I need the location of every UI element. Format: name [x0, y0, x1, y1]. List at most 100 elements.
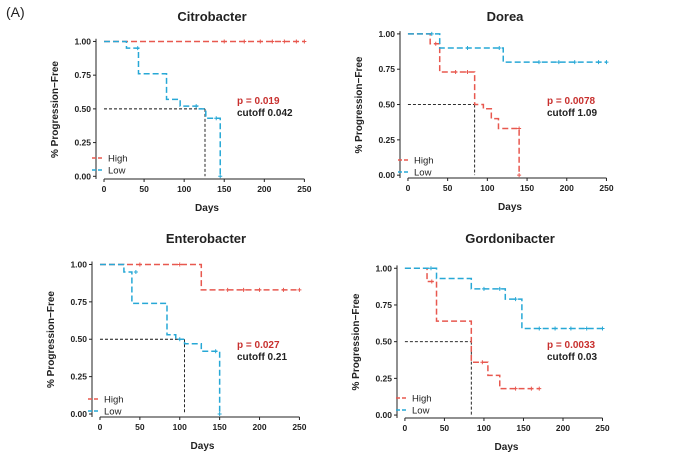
figure-panel-label: (A) — [6, 4, 25, 20]
y-axis-title: % Progression−Free — [46, 291, 57, 388]
censor-mark-high — [480, 360, 485, 365]
censor-mark-high — [222, 39, 227, 44]
censor-mark-low — [584, 326, 589, 331]
series-low-curve — [99, 263, 221, 415]
series-high-curve — [404, 267, 540, 390]
censor-mark-low — [596, 60, 601, 65]
cutoff-label: cutoff 0.21 — [237, 352, 287, 363]
censor-mark-low — [572, 60, 577, 65]
x-tick-label: 100 — [477, 423, 491, 433]
series-low-curve — [407, 33, 607, 63]
censor-mark-low — [604, 60, 609, 65]
censor-mark-low — [600, 326, 605, 331]
censor-mark-low — [217, 412, 222, 417]
censor-mark-high — [281, 287, 286, 292]
panel-citrobacter: Citrobacter 0.00 0.25 0.50 0.75 1.00 0 50 100 150… — [50, 9, 312, 214]
y-tick-label: 0.25 — [375, 373, 392, 383]
y-tick-label: 0.75 — [74, 70, 91, 80]
p-value-label: p = 0.0078 — [547, 96, 596, 107]
censor-mark-high — [294, 39, 299, 44]
legend-label-low: Low — [108, 166, 126, 177]
y-tick-label: 0.50 — [378, 100, 395, 110]
y-tick-label: 0.25 — [378, 135, 395, 145]
chart-title: Gordonibacter — [465, 231, 555, 246]
censor-mark-high — [302, 39, 307, 44]
censor-mark-high — [242, 39, 247, 44]
censor-mark-high — [453, 70, 458, 75]
x-tick-label: 200 — [252, 422, 266, 432]
censor-mark-high — [529, 386, 534, 391]
censor-mark-low — [135, 46, 140, 51]
series-high-curve — [99, 263, 300, 291]
censor-mark-low — [465, 46, 470, 51]
censor-mark-high — [177, 262, 182, 267]
y-tick-label: 1.00 — [378, 29, 395, 39]
censor-mark-high — [433, 41, 438, 46]
x-tick-label: 150 — [520, 183, 534, 193]
censor-mark-high — [465, 70, 470, 75]
chart-title: Dorea — [487, 9, 525, 24]
censor-mark-high — [513, 386, 518, 391]
censor-mark-high — [429, 279, 434, 284]
x-axis-title: Days — [195, 203, 219, 214]
x-tick-label: 0 — [406, 183, 411, 193]
x-tick-label: 250 — [292, 422, 306, 432]
y-tick-label: 0.50 — [70, 334, 87, 344]
censor-mark-high — [241, 287, 246, 292]
y-tick-label: 0.50 — [375, 337, 392, 347]
cutoff-label: cutoff 1.09 — [547, 108, 597, 119]
x-tick-label: 100 — [480, 183, 494, 193]
censor-mark-high — [270, 39, 275, 44]
cutoff-label: cutoff 0.042 — [237, 108, 293, 119]
x-tick-label: 250 — [599, 183, 613, 193]
chart-title: Citrobacter — [177, 9, 246, 24]
x-tick-label: 50 — [440, 423, 450, 433]
legend-label-high: High — [108, 154, 128, 165]
censor-mark-high — [297, 287, 302, 292]
censor-mark-low — [536, 60, 541, 65]
censor-mark-low — [556, 60, 561, 65]
censor-mark-low — [214, 116, 219, 121]
censor-mark-high — [258, 39, 263, 44]
x-axis-title: Days — [498, 202, 522, 213]
series-high-curve — [407, 33, 520, 176]
censor-mark-high — [137, 262, 142, 267]
x-axis-title: Days — [191, 441, 215, 452]
x-tick-label: 200 — [257, 184, 271, 194]
censor-mark-low — [213, 349, 218, 354]
censor-mark-low — [481, 286, 486, 291]
y-axis-title: % Progression−Free — [50, 61, 61, 158]
censor-mark-low — [568, 326, 573, 331]
censor-mark-high — [537, 386, 542, 391]
censor-mark-low — [194, 104, 199, 109]
censor-mark-high — [225, 287, 230, 292]
y-tick-label: 1.00 — [70, 259, 87, 269]
x-tick-label: 150 — [217, 184, 231, 194]
x-tick-label: 0 — [403, 423, 408, 433]
x-tick-label: 0 — [98, 422, 103, 432]
censor-mark-high — [257, 287, 262, 292]
cutoff-label: cutoff 0.03 — [547, 352, 597, 363]
legend-label-low: Low — [104, 407, 122, 418]
y-tick-label: 0.75 — [70, 297, 87, 307]
x-axis-title: Days — [495, 442, 519, 453]
censor-mark-low — [177, 337, 182, 342]
censor-mark-high — [517, 173, 522, 178]
y-tick-label: 0.00 — [375, 410, 392, 420]
y-tick-label: 1.00 — [375, 263, 392, 273]
y-tick-label: 1.00 — [74, 36, 91, 46]
censor-mark-low — [133, 269, 138, 274]
censor-mark-low — [537, 326, 542, 331]
x-tick-label: 150 — [516, 423, 530, 433]
p-value-label: p = 0.027 — [237, 340, 280, 351]
legend-label-high: High — [412, 394, 432, 405]
legend-label-high: High — [104, 395, 124, 406]
censor-mark-high — [282, 39, 287, 44]
y-tick-label: 0.75 — [375, 300, 392, 310]
x-tick-label: 50 — [135, 422, 145, 432]
x-tick-label: 50 — [139, 184, 149, 194]
y-tick-label: 0.75 — [378, 64, 395, 74]
y-axis-title: % Progression−Free — [351, 293, 362, 390]
y-tick-label: 0.25 — [74, 138, 91, 148]
